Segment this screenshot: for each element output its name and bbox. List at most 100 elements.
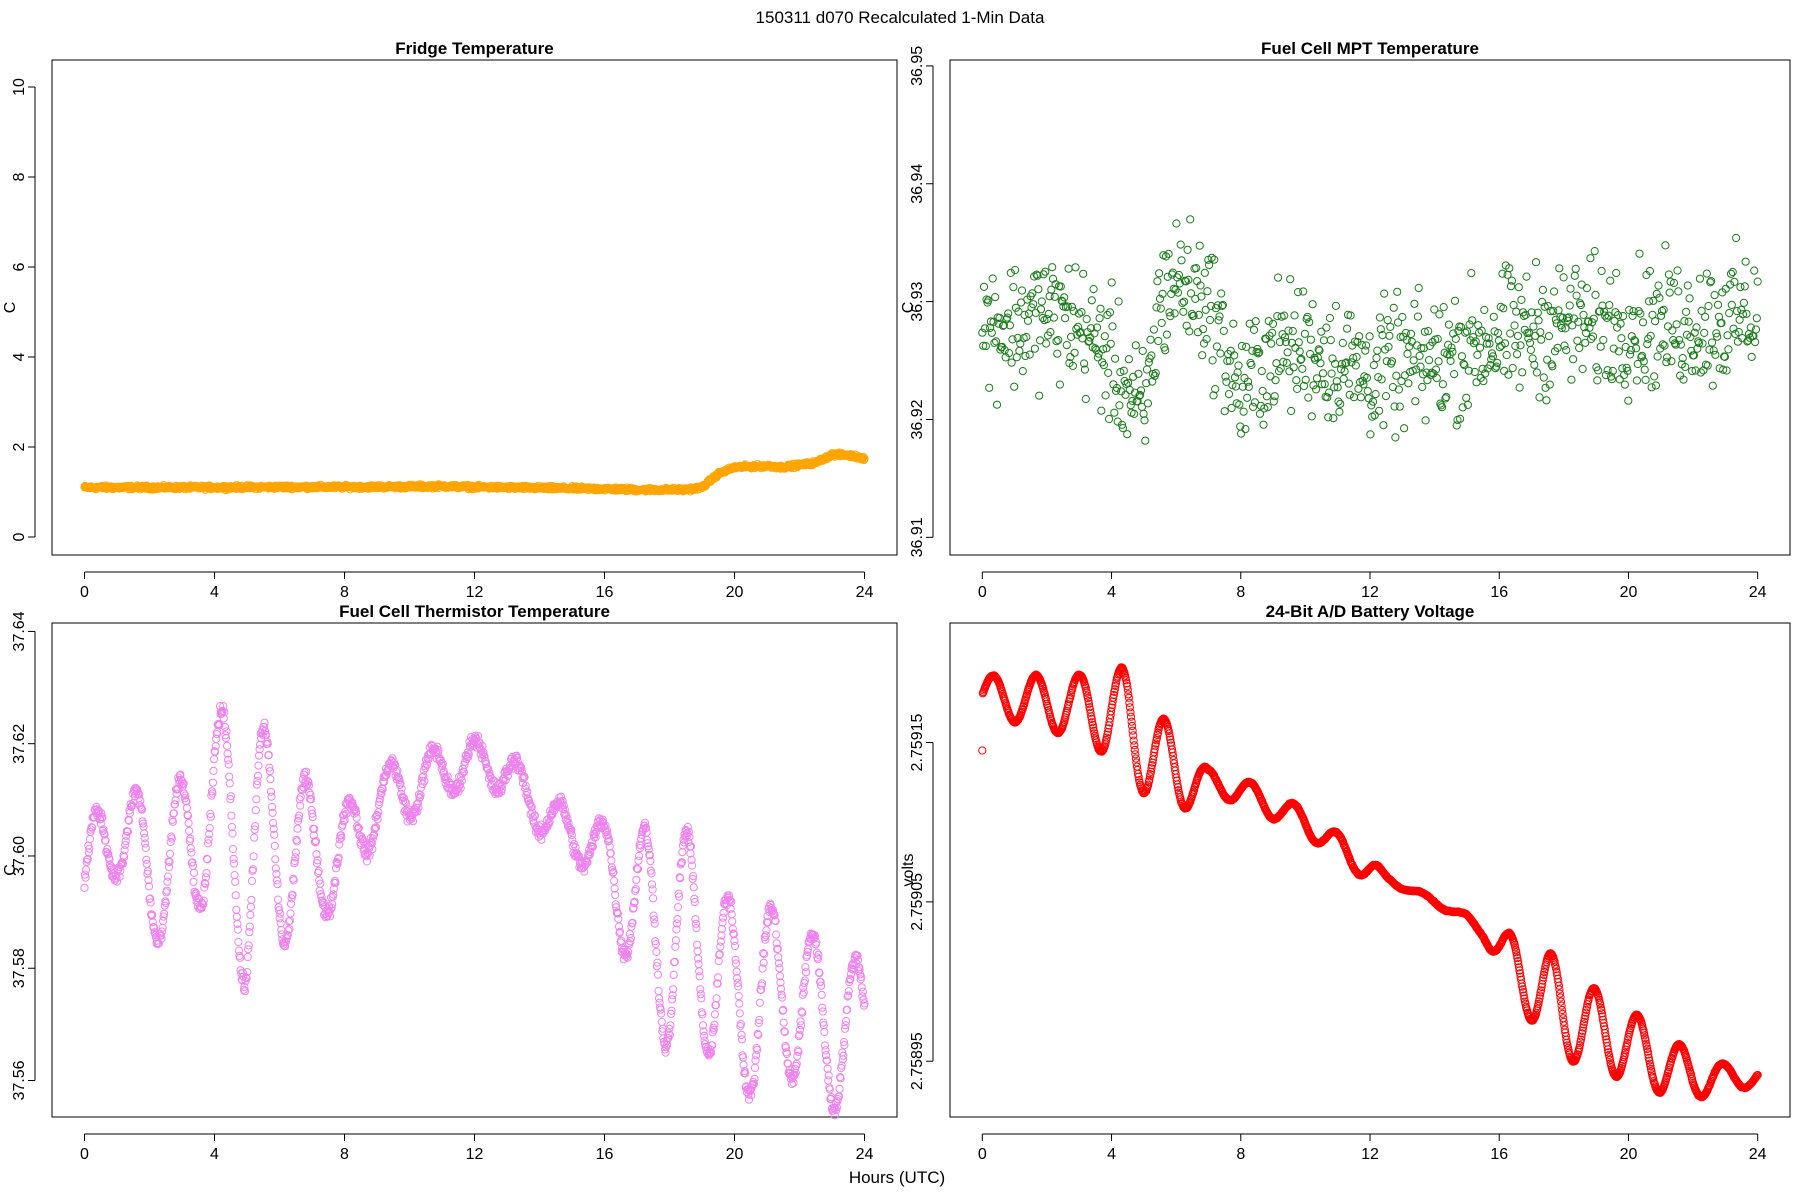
data-point <box>1107 707 1116 716</box>
data-point <box>1653 352 1662 361</box>
data-point <box>1131 750 1140 759</box>
data-point <box>652 947 661 957</box>
data-point <box>1499 304 1508 313</box>
data-point <box>395 775 404 785</box>
data-point <box>760 949 769 959</box>
data-point <box>1138 346 1147 355</box>
data-point <box>1178 298 1187 308</box>
data-point <box>1406 329 1416 338</box>
data-point <box>717 931 726 940</box>
data-point <box>1136 386 1146 395</box>
data-point <box>750 1063 760 1073</box>
data-point <box>1087 296 1096 305</box>
data-point <box>101 836 110 845</box>
data-point <box>1620 380 1630 389</box>
data-point <box>1498 269 1507 278</box>
data-point <box>1174 270 1184 280</box>
data-point <box>1288 327 1297 336</box>
data-point <box>1274 367 1284 376</box>
x-tick-label: 0 <box>978 1146 987 1163</box>
data-point <box>1121 390 1130 399</box>
data-point <box>1101 391 1110 400</box>
data-point <box>1340 367 1349 376</box>
data-point <box>672 925 681 934</box>
data-point <box>273 895 283 904</box>
data-point <box>773 944 782 954</box>
data-point <box>1373 346 1382 355</box>
data-point <box>192 889 201 898</box>
data-point <box>186 844 195 853</box>
data-point <box>1109 690 1118 700</box>
data-point <box>1657 306 1667 316</box>
data-point <box>219 702 228 711</box>
data-point <box>1738 310 1748 319</box>
data-point <box>1447 343 1456 352</box>
data-point <box>1046 328 1055 337</box>
data-point <box>978 746 987 755</box>
data-point <box>623 950 632 959</box>
data-point <box>1241 425 1250 434</box>
data-point <box>1229 319 1238 328</box>
data-point <box>567 825 576 834</box>
data-point <box>750 1074 759 1083</box>
data-point <box>1625 305 1634 315</box>
data-point <box>1559 273 1568 282</box>
data-point <box>311 837 321 846</box>
data-point <box>477 746 486 755</box>
y-tick-label: 6 <box>11 262 28 271</box>
data-point <box>1172 219 1181 228</box>
data-point <box>1318 380 1327 389</box>
data-point <box>627 922 636 931</box>
data-point <box>371 812 380 822</box>
x-tick-label: 20 <box>726 1146 744 1163</box>
data-point <box>735 1009 744 1018</box>
data-point <box>1176 240 1185 249</box>
x-tick-label: 20 <box>1620 584 1638 601</box>
data-point <box>1244 382 1253 391</box>
data-point <box>1328 354 1337 363</box>
data-point <box>1102 344 1111 353</box>
data-point <box>287 894 296 903</box>
data-point <box>1410 299 1419 308</box>
data-point <box>640 818 650 827</box>
data-point <box>730 936 739 946</box>
data-point <box>635 840 644 849</box>
data-point <box>1005 321 1015 330</box>
data-point <box>1201 305 1210 314</box>
data-point <box>306 790 315 799</box>
data-point <box>733 978 742 988</box>
data-point <box>675 892 684 901</box>
data-point <box>260 727 270 736</box>
data-point <box>184 819 193 828</box>
data-point <box>377 789 386 798</box>
data-point <box>586 847 595 857</box>
data-point <box>1545 380 1554 389</box>
data-point <box>1464 366 1473 375</box>
data-point <box>1150 745 1159 754</box>
data-point <box>654 986 663 996</box>
data-point <box>1134 772 1143 781</box>
data-point <box>1674 287 1683 296</box>
data-point <box>1732 233 1741 243</box>
data-point <box>1326 336 1335 345</box>
data-point <box>841 1021 850 1030</box>
data-point <box>1372 353 1381 363</box>
data-point <box>669 985 678 994</box>
x-tick-label: 16 <box>1490 584 1508 601</box>
data-point <box>310 824 319 834</box>
data-point <box>1298 364 1307 373</box>
data-point <box>1707 338 1717 347</box>
data-point <box>312 859 322 868</box>
data-point <box>860 999 869 1008</box>
data-point <box>545 817 554 826</box>
data-point <box>286 899 296 909</box>
data-point <box>295 811 304 820</box>
data-point <box>1502 350 1511 360</box>
data-point <box>547 809 556 818</box>
data-point <box>1660 341 1669 350</box>
data-point <box>560 805 569 814</box>
data-point <box>1153 277 1162 286</box>
data-point <box>122 831 131 840</box>
data-point <box>1533 308 1542 317</box>
